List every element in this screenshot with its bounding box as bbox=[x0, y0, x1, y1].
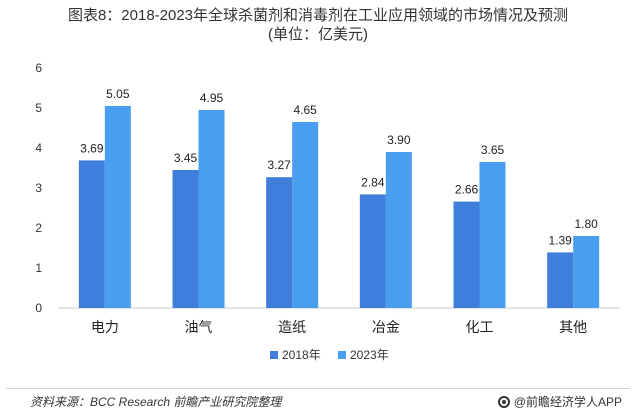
y-tick-label: 0 bbox=[35, 301, 42, 315]
data-label: 5.05 bbox=[106, 87, 130, 101]
y-tick-label: 3 bbox=[35, 181, 42, 195]
data-label: 3.65 bbox=[481, 143, 505, 157]
chart-subtitle: (单位：亿美元) bbox=[268, 26, 368, 43]
data-label: 1.80 bbox=[574, 217, 598, 231]
bar-2018年-电力 bbox=[78, 160, 105, 308]
bar-2023年-其他 bbox=[573, 236, 600, 308]
bar-chart: 0 1 2 3 4 5 6 3.69 5.05 电力 3.45 4.95 油气 3.27 4.65 造纸 2.8… bbox=[35, 61, 620, 362]
y-tick-label: 1 bbox=[35, 261, 42, 275]
y-tick-label: 6 bbox=[35, 61, 42, 75]
data-label: 3.45 bbox=[174, 151, 198, 165]
bar-2018年-其他 bbox=[547, 252, 574, 308]
x-tick-label: 造纸 bbox=[278, 319, 306, 335]
bar-2018年-化工 bbox=[453, 201, 480, 308]
bar-2023年-冶金 bbox=[385, 152, 412, 308]
data-label: 4.65 bbox=[293, 103, 317, 117]
bar-2018年-油气 bbox=[172, 170, 199, 308]
source-note: 资料来源：BCC Research 前瞻产业研究院整理 bbox=[30, 395, 282, 409]
footer: 资料来源：BCC Research 前瞻产业研究院整理 @前瞻经济学人APP bbox=[0, 388, 636, 420]
bar-2023年-油气 bbox=[198, 110, 225, 308]
bar-2018年-冶金 bbox=[359, 194, 386, 308]
legend-swatch bbox=[338, 351, 346, 359]
bar-2023年-化工 bbox=[479, 162, 506, 308]
data-label: 2.84 bbox=[361, 175, 385, 189]
x-tick-label: 电力 bbox=[91, 319, 119, 335]
data-label: 2.66 bbox=[455, 183, 479, 197]
bar-2018年-造纸 bbox=[266, 177, 293, 308]
brand-text: @前瞻经济学人APP bbox=[513, 395, 622, 409]
bar-2023年-造纸 bbox=[292, 122, 319, 308]
data-label: 4.95 bbox=[200, 91, 224, 105]
data-label: 3.69 bbox=[80, 141, 104, 155]
data-label: 3.27 bbox=[267, 158, 291, 172]
data-label: 3.90 bbox=[387, 133, 411, 147]
x-tick-label: 化工 bbox=[466, 319, 494, 335]
legend-label: 2023年 bbox=[350, 348, 389, 362]
chart-title-text: 图表8：2018-2023年全球杀菌剂和消毒剂在工业应用领域的市场情况及预测 bbox=[67, 7, 569, 24]
legend-label: 2018年 bbox=[282, 348, 321, 362]
y-tick-label: 5 bbox=[35, 101, 42, 115]
bar-2023年-电力 bbox=[104, 106, 131, 308]
y-tick-label: 2 bbox=[35, 221, 42, 235]
x-tick-label: 油气 bbox=[185, 319, 213, 335]
legend-swatch bbox=[270, 351, 278, 359]
x-tick-label: 冶金 bbox=[372, 319, 400, 335]
y-tick-label: 4 bbox=[35, 141, 42, 155]
data-label: 1.39 bbox=[548, 233, 572, 247]
chart-title: 图表8：2018-2023年全球杀菌剂和消毒剂在工业应用领域的市场情况及预测 (… bbox=[0, 6, 636, 44]
x-tick-label: 其他 bbox=[559, 319, 587, 335]
footer-divider bbox=[6, 388, 630, 389]
brand-credit: @前瞻经济学人APP bbox=[497, 393, 622, 410]
brand-logo-icon bbox=[497, 395, 510, 408]
